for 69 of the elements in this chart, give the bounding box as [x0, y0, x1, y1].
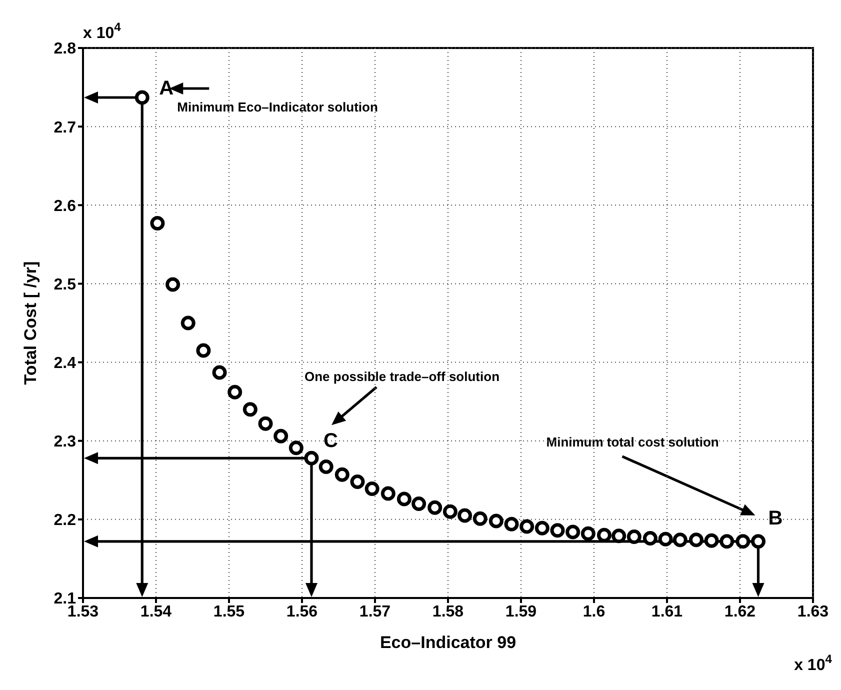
- x-tick-label: 1.54: [140, 603, 172, 620]
- text: x 10$^{4}$: [794, 652, 832, 674]
- point: [566, 524, 580, 540]
- x-tick-label: 1.6: [582, 603, 606, 620]
- point: [751, 534, 766, 549]
- y-axis-title: Total Cost [ /yr]: [21, 261, 40, 385]
- point: [550, 523, 565, 538]
- y-tick-label: 2.6: [54, 198, 76, 215]
- point: [242, 402, 258, 417]
- point: [720, 534, 734, 549]
- text: x 10$^{4}$: [83, 20, 122, 42]
- point: [596, 528, 612, 542]
- y-tick-label: 2.8: [54, 40, 76, 58]
- annotation: A: [159, 78, 174, 100]
- point: [212, 365, 227, 380]
- point: [642, 531, 658, 546]
- x-tick-label: 1.59: [505, 603, 537, 620]
- point: [658, 532, 673, 546]
- point: [288, 440, 304, 456]
- x-tick-label: 1.53: [67, 603, 99, 620]
- point: [364, 482, 380, 496]
- x-tick-label: 1.58: [432, 603, 464, 620]
- annotation: C: [323, 430, 338, 452]
- y-tick-label: 2.7: [54, 119, 76, 136]
- point: [350, 474, 365, 489]
- annotation: Minimum Eco–Indicator solution: [177, 100, 378, 115]
- point: [442, 504, 458, 519]
- point: [318, 460, 334, 474]
- point: [626, 529, 642, 544]
- point: [736, 534, 750, 549]
- point: [334, 467, 350, 482]
- annotation: B: [768, 508, 783, 530]
- point: [520, 519, 534, 534]
- point: [150, 216, 165, 230]
- point: [196, 343, 211, 358]
- point: [380, 486, 396, 501]
- x-axis-title: Eco–Indicator 99: [380, 633, 516, 652]
- y-tick-label: 2.3: [54, 434, 76, 451]
- point: [428, 500, 442, 515]
- annotation: One possible trade–off solution: [304, 370, 500, 385]
- point: [704, 533, 719, 548]
- point: [166, 277, 180, 292]
- point: [134, 90, 150, 105]
- point: [472, 511, 488, 526]
- point: [458, 508, 472, 523]
- x-tick-label: 1.56: [286, 603, 318, 620]
- y-tick-label: 2.4: [54, 354, 76, 372]
- x-tick-label: 1.55: [213, 603, 245, 620]
- point: [412, 496, 426, 511]
- point: [258, 416, 273, 431]
- annotation: Minimum total cost solution: [546, 434, 719, 450]
- point: [504, 516, 519, 532]
- x-tick-label: 1.62: [724, 603, 756, 620]
- point: [612, 528, 626, 544]
- point: [228, 384, 242, 400]
- point: [488, 514, 504, 528]
- x-tick-label: 1.63: [797, 603, 829, 620]
- point: [580, 526, 596, 541]
- x-tick-label: 1.61: [651, 603, 683, 620]
- y-tick-label: 2.2: [54, 512, 76, 530]
- y-tick-label: 2.5: [54, 276, 76, 294]
- point: [180, 316, 196, 330]
- point: [672, 532, 688, 548]
- point: [304, 450, 319, 466]
- point: [274, 428, 288, 444]
- x-tick-label: 1.57: [359, 603, 391, 620]
- point: [688, 532, 704, 548]
- point: [534, 520, 550, 536]
- point: [396, 492, 412, 506]
